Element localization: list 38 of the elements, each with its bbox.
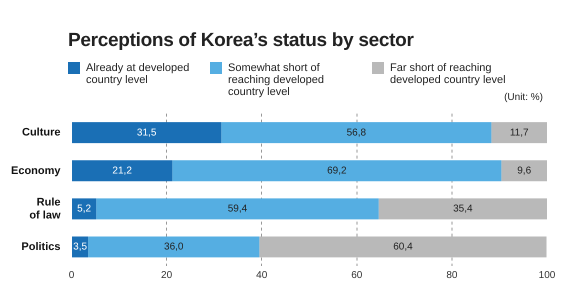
legend-label: Somewhat short of reaching developed country level (228, 62, 326, 98)
bar (172, 160, 502, 182)
chart-title: Perceptions of Korea’s status by sector (68, 30, 414, 52)
bar (378, 198, 547, 220)
data-label: 5,2 (77, 204, 92, 215)
bar (221, 122, 492, 144)
data-label: 9,6 (517, 166, 532, 176)
bar (96, 198, 379, 220)
x-tick-label: 0 (68, 270, 75, 281)
bar (491, 122, 547, 144)
bar (88, 236, 260, 258)
bar (72, 122, 222, 144)
bar (501, 160, 547, 182)
y-tick-label: Rule of law (29, 196, 61, 222)
bar (259, 236, 547, 258)
legend-label: Already at developed country level (86, 62, 190, 86)
data-label: 59,4 (228, 204, 248, 215)
y-tick-label: Culture (22, 126, 61, 139)
data-label: 56,8 (346, 127, 366, 138)
data-label: 36,0 (164, 242, 184, 253)
data-label: 3,5 (73, 242, 88, 253)
data-label: 35,4 (453, 204, 474, 215)
y-tick-label: Economy (10, 164, 62, 177)
bar (72, 198, 96, 220)
x-tick-label: 60 (351, 270, 363, 281)
legend-label: Far short of reaching developed country level (390, 62, 507, 86)
x-tick-label: 100 (538, 270, 556, 281)
data-label: 69,2 (327, 166, 347, 176)
x-tick-label: 80 (446, 270, 458, 281)
data-label: 11,7 (510, 127, 529, 138)
y-tick-label: Politics (21, 240, 61, 253)
data-label: 60,4 (393, 242, 414, 253)
bar (72, 160, 172, 182)
data-label: 31,5 (136, 127, 157, 138)
text: (Unit: %) (504, 92, 543, 103)
x-tick-label: 40 (256, 270, 268, 281)
data-label: 21,2 (112, 166, 132, 176)
x-tick-label: 20 (161, 270, 173, 281)
